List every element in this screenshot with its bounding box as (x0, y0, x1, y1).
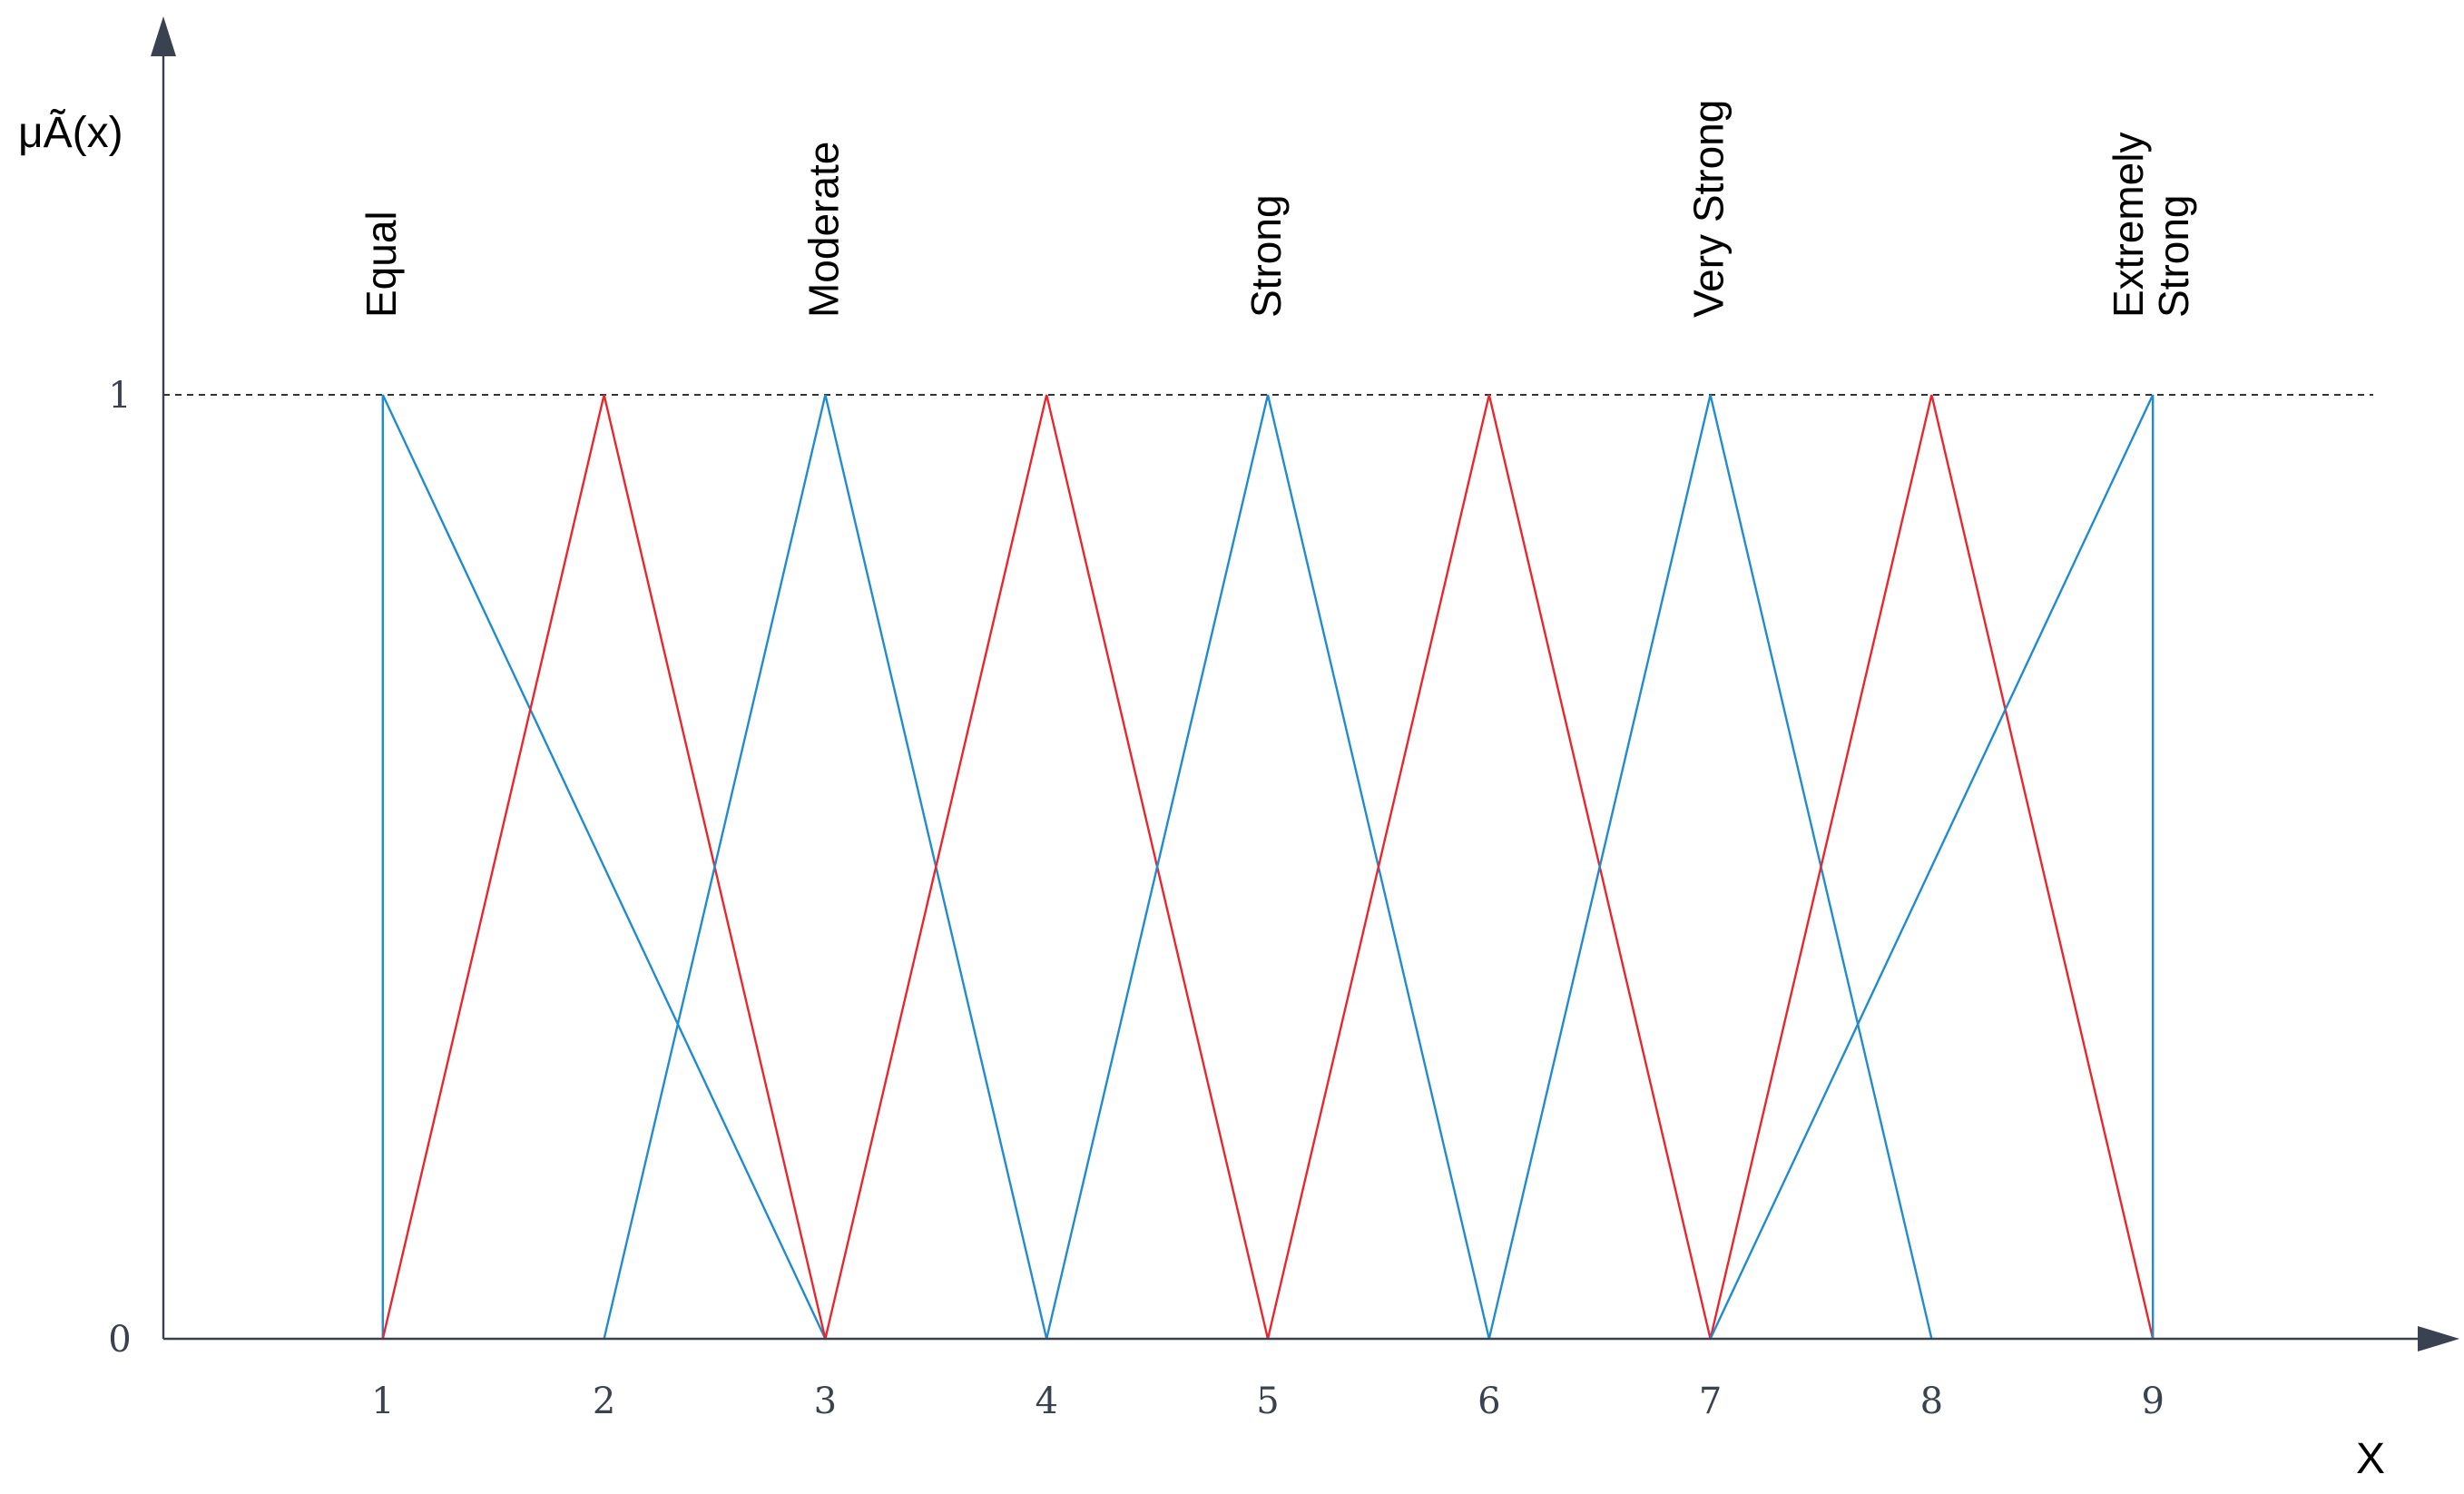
axes-layer (151, 16, 2459, 1351)
tick-label-layer: 1 2 3 4 5 6 7 8 9 0 1 (108, 375, 2165, 1422)
category-label: Extremely (2105, 133, 2152, 318)
membership-function-7 (1487, 394, 1933, 1340)
x-tick-label: 4 (1035, 1381, 1057, 1422)
category-label: Moderate (800, 142, 847, 318)
membership-function-8 (1709, 394, 2155, 1340)
series-layer (381, 394, 2155, 1340)
y-axis-title: μÃ(x) (18, 108, 123, 157)
x-tick-label: 9 (2141, 1381, 2164, 1422)
membership-function-3 (603, 394, 1048, 1340)
membership-function-1 (381, 394, 827, 1340)
category-label: Very Strong (1685, 100, 1733, 318)
membership-function-2 (381, 394, 827, 1340)
category-label: Equal (358, 211, 405, 318)
x-tick-label: 6 (1477, 1381, 1500, 1422)
membership-function-9 (1709, 394, 2155, 1340)
membership-function-5 (1045, 394, 1490, 1340)
x-axis-arrow (2418, 1326, 2459, 1351)
x-tick-label: 3 (814, 1381, 837, 1422)
y-tick-label: 0 (108, 1319, 131, 1361)
x-axis-title: X (2356, 1435, 2385, 1483)
y-axis-arrow (151, 16, 176, 56)
x-tick-label: 5 (1256, 1381, 1279, 1422)
category-label-layer: Equal Moderate Strong Very Strong ExtremelyS… (358, 100, 2197, 318)
x-tick-label: 7 (1699, 1381, 1722, 1422)
x-tick-label: 1 (371, 1381, 394, 1422)
category-label: Strong (2150, 194, 2197, 318)
membership-function-6 (1266, 394, 1712, 1340)
category-label: Strong (1242, 194, 1290, 318)
x-tick-label: 2 (593, 1381, 615, 1422)
y-tick-label: 1 (108, 375, 131, 417)
membership-function-4 (824, 394, 1270, 1340)
x-tick-label: 8 (1920, 1381, 1943, 1422)
